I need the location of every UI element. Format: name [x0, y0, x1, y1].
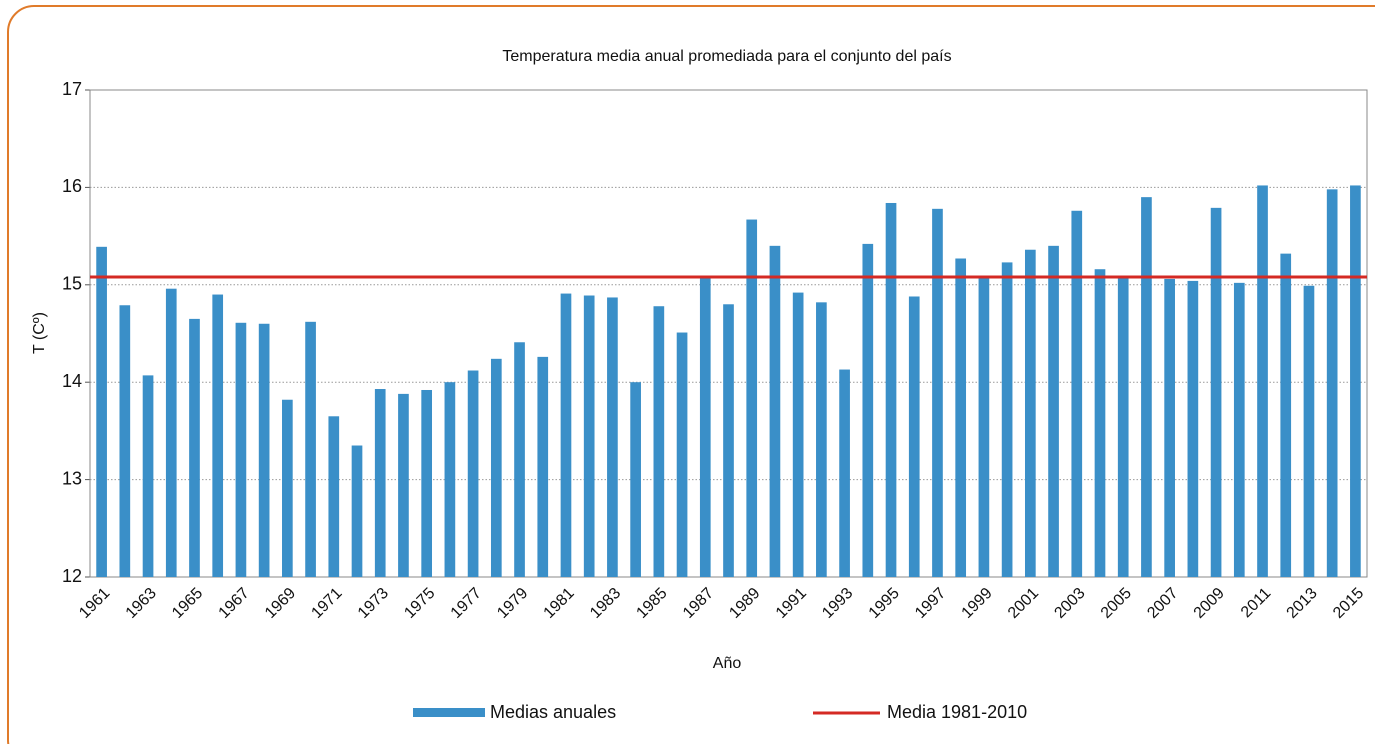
bar: [398, 393, 409, 577]
x-tick-label: 1999: [959, 585, 996, 622]
bar: [1187, 280, 1199, 577]
y-tick-label: 13: [62, 468, 82, 488]
bar: [1141, 197, 1152, 577]
bar: [839, 369, 850, 577]
bar: [444, 382, 456, 577]
bar: [1001, 262, 1013, 577]
bar: [305, 321, 316, 577]
bar: [1071, 210, 1083, 577]
bar: [490, 358, 502, 577]
bar: [955, 258, 967, 577]
x-tick-label: 2005: [1098, 585, 1135, 622]
frame: [7, 5, 1375, 744]
x-tick-label: 1991: [773, 585, 810, 622]
x-tick-label: 1979: [494, 585, 531, 622]
bar: [119, 305, 131, 577]
bar: [862, 243, 874, 577]
bar: [258, 323, 270, 577]
bar: [235, 322, 247, 577]
chart-title: Temperatura media anual promediada para …: [502, 48, 951, 65]
x-tick-label: 1987: [680, 585, 717, 622]
bar: [607, 297, 618, 577]
bar: [908, 296, 920, 577]
x-tick-label: 2015: [1330, 585, 1367, 622]
bar: [467, 370, 479, 577]
legend-label: Media 1981-2010: [887, 702, 1027, 722]
x-tick-label: 1961: [76, 585, 113, 622]
x-tick-label: 1989: [726, 585, 763, 622]
x-tick-label: 1971: [308, 585, 345, 622]
bar: [537, 356, 549, 577]
bar: [1164, 278, 1175, 577]
x-tick-label: 2007: [1144, 585, 1181, 622]
bar: [96, 246, 107, 577]
bar: [1350, 185, 1361, 577]
bar: [1210, 207, 1222, 577]
y-tick-label: 12: [62, 566, 82, 586]
bar: [699, 277, 711, 577]
x-tick-label: 2011: [1238, 585, 1274, 621]
bar: [1280, 253, 1292, 577]
bar: [328, 416, 340, 577]
legend-label: Medias anuales: [490, 702, 616, 722]
bar: [769, 245, 781, 577]
x-tick-label: 1985: [633, 585, 670, 622]
bar: [1024, 249, 1036, 577]
x-tick-label: 1995: [866, 585, 903, 622]
bar: [583, 295, 595, 577]
bar: [351, 445, 363, 577]
x-tick-label: 1967: [216, 585, 253, 622]
bar: [165, 288, 177, 577]
x-tick-label: 2009: [1191, 585, 1228, 622]
x-tick-label: 1965: [169, 585, 206, 622]
y-tick-label: 14: [62, 371, 82, 391]
bar: [1303, 285, 1315, 577]
x-tick-label: 1981: [541, 585, 578, 622]
bar: [978, 277, 990, 577]
bar: [514, 342, 525, 577]
x-tick-label: 2013: [1284, 585, 1321, 622]
bar: [630, 382, 641, 577]
x-tick-label: 1997: [912, 585, 949, 622]
bar: [421, 389, 433, 577]
bar: [816, 302, 827, 577]
x-tick-label: 2003: [1051, 585, 1088, 622]
x-tick-label: 1973: [355, 585, 392, 622]
bar: [746, 219, 758, 578]
bar: [885, 202, 897, 577]
bar: [792, 292, 804, 577]
bar: [282, 399, 293, 577]
bar: [1117, 277, 1129, 577]
bar: [1048, 245, 1059, 577]
bar: [142, 375, 154, 577]
bar: [676, 332, 688, 577]
x-tick-label: 2001: [1005, 585, 1042, 622]
bar: [1326, 189, 1338, 577]
bar: [212, 294, 224, 577]
y-tick-label: 16: [62, 176, 82, 196]
legend-swatch: [413, 708, 485, 717]
bar: [189, 318, 200, 577]
y-axis-label: T (Cº): [31, 312, 48, 354]
x-tick-label: 1977: [448, 585, 485, 622]
bar: [560, 293, 572, 577]
bar: [932, 208, 943, 577]
x-tick-label: 1969: [262, 585, 299, 622]
y-tick-label: 17: [62, 79, 82, 99]
x-tick-label: 1963: [123, 585, 160, 622]
bar: [1094, 269, 1106, 577]
x-tick-label: 1975: [401, 585, 438, 622]
x-tick-label: 1993: [819, 585, 856, 622]
bar: [723, 304, 734, 577]
bar: [1233, 282, 1245, 577]
bar: [1257, 185, 1268, 577]
x-tick-label: 1983: [587, 585, 624, 622]
y-tick-label: 15: [62, 274, 82, 294]
x-axis-label: Año: [713, 655, 742, 672]
bar: [653, 306, 665, 577]
bar: [374, 389, 386, 577]
